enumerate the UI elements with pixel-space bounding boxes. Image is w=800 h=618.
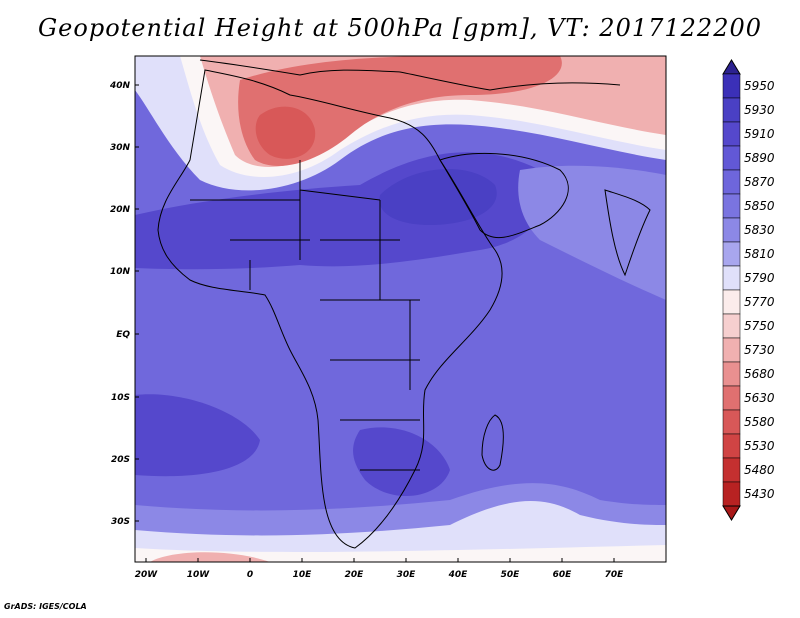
india-coastline [604,189,651,277]
plot-frame [134,55,667,563]
colorbar-label: 5580 [744,415,775,429]
colorbar-label: 5910 [744,127,775,141]
colorbar-swatch [722,337,741,363]
lon-label: 10W [187,570,211,580]
grads-credit: GrADS: IGES/COLA [4,602,87,611]
colorbar-swatch [722,409,741,435]
lon-label: 20W [135,570,159,580]
colorbar-label: 5730 [744,343,775,357]
colorbar-swatch [722,97,741,123]
colorbar-swatch [722,481,741,507]
colorbar-swatch [722,313,741,339]
colorbar-label: 5480 [744,463,775,477]
colorbar-label: 5830 [744,223,775,237]
colorbar-top-arrow [722,59,741,75]
colorbar-swatch [722,217,741,243]
africa-coastline [157,69,503,549]
field-white-south [135,545,666,562]
field-pale-south [135,501,666,562]
field-red-north [238,56,562,166]
colorbar-bottom-arrow [722,505,741,521]
field-light-east [518,165,666,300]
lon-label: 50E [501,570,521,580]
colorbar-label: 5810 [744,247,775,261]
colorbar-label: 5950 [744,79,775,93]
lon-label: 20E [345,570,365,580]
colorbar-label: 5750 [744,319,775,333]
lon-label: 70E [605,570,625,580]
colorbar-swatch [722,145,741,171]
lat-label: 20N [110,205,131,215]
colorbar-swatch [722,385,741,411]
colorbar-label: 5630 [744,391,775,405]
colorbar-label: 5680 [744,367,775,381]
arabia-coastline [439,152,569,239]
lon-label: 0 [247,570,253,580]
colorbar-swatch [722,169,741,195]
colorbar-swatch [722,73,741,99]
lat-label: 20S [111,455,130,465]
colorbar-label: 5850 [744,199,775,213]
lon-label: 10E [293,570,313,580]
colorbar-swatch [722,265,741,291]
colorbar-label: 5430 [744,487,775,501]
colorbar-swatch [722,289,741,315]
field-deep-southern-africa [353,427,450,497]
colorbar-swatch [722,433,741,459]
lon-label: 60E [553,570,573,580]
colorbar-label: 5890 [744,151,775,165]
longitude-labels: 20W 10W 0 10E 20E 30E 40E 50E 60E 70E [135,558,624,580]
field-pink-southwest [150,552,270,562]
field-deep-southwest [135,394,260,477]
europe-coastline [199,59,621,91]
colorbar-label: 5530 [744,439,775,453]
colorbar-label: 5870 [744,175,775,189]
coastlines [157,59,651,549]
field-darkred-algeria [255,106,316,159]
lat-label: 10N [110,267,131,277]
border-lines [190,160,420,471]
colorbar: 5950 5930 5910 5890 5870 5850 5830 5810 5790 5770… [722,59,775,521]
colorbar-swatch [722,361,741,387]
lat-label: 10S [111,393,130,403]
height-field [135,56,666,562]
field-deepest-core [379,168,497,225]
colorbar-swatch [722,121,741,147]
colorbar-swatch [722,457,741,483]
latitude-labels: 40N 30N 20N 10N EQ 10S 20S 30S [109,81,139,527]
colorbar-label: 5930 [744,103,775,117]
madagascar-coastline [481,414,504,471]
lon-label: 40E [448,570,469,580]
colorbar-label: 5770 [744,295,775,309]
lat-label: 30S [111,517,130,527]
lon-label: 30E [397,570,417,580]
colorbar-label: 5790 [744,271,775,285]
colorbar-swatch [722,241,741,267]
lat-label: 40N [109,81,131,91]
lat-label: EQ [116,330,130,340]
lat-label: 30N [110,143,131,153]
map-title: Geopotential Height at 500hPa [gpm], VT:… [38,14,762,42]
colorbar-swatch [722,193,741,219]
